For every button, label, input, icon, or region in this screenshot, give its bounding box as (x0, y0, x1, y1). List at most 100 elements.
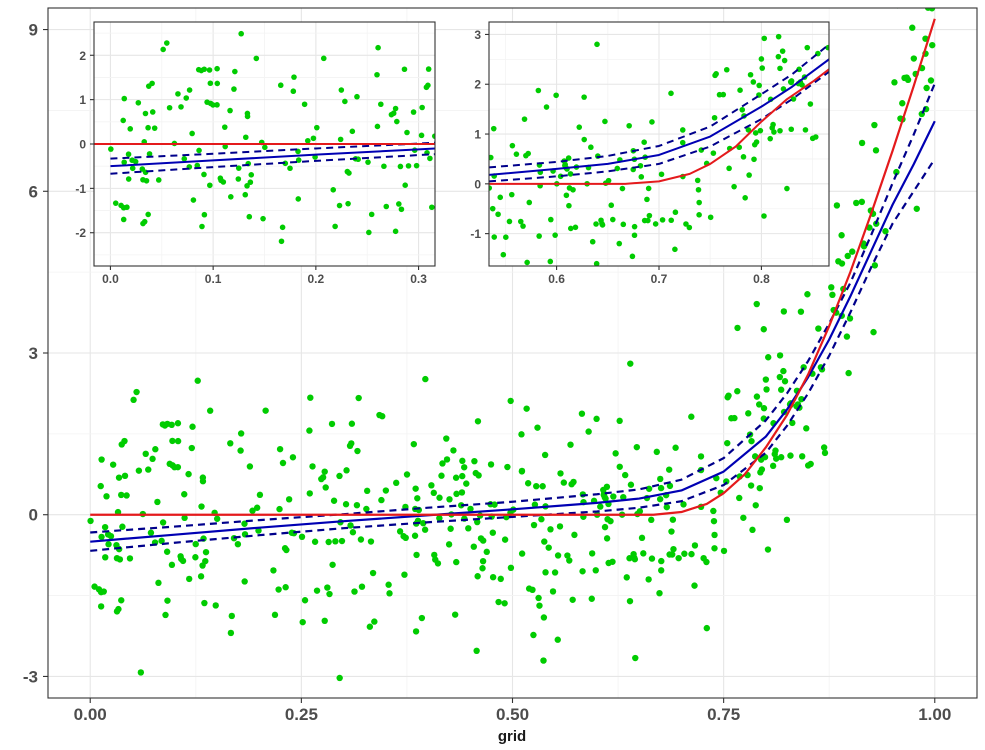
scatter-point (828, 284, 835, 291)
scatter-point (489, 185, 493, 191)
scatter-point (592, 567, 599, 574)
scatter-point (113, 608, 121, 615)
plot-content (87, 8, 936, 682)
scatter-point (540, 657, 547, 664)
scatter-point (603, 535, 611, 542)
scatter-point (330, 187, 337, 193)
scatter-point (644, 196, 650, 203)
scatter-point (120, 216, 127, 223)
scatter-point (500, 251, 507, 258)
scatter-point (798, 395, 805, 403)
scatter-point (776, 373, 784, 381)
scatter-point (453, 490, 460, 498)
scatter-point (821, 449, 829, 457)
scatter-point (802, 127, 809, 133)
scatter-point (657, 475, 664, 483)
scatter-point (697, 453, 705, 460)
scatter-point (760, 405, 768, 412)
scatter-point (313, 587, 321, 594)
scatter-point (530, 521, 538, 529)
scatter-point (358, 583, 366, 590)
scatter-point (227, 629, 235, 637)
scatter-point (420, 519, 427, 527)
y-tick-label: -3 (23, 667, 38, 686)
scatter-point (928, 8, 936, 12)
scatter-point (746, 172, 752, 178)
scatter-point (353, 501, 361, 509)
scatter-point (307, 394, 314, 401)
scatter-point (213, 515, 221, 522)
scatter-point (648, 516, 655, 524)
scatter-point (443, 456, 451, 463)
scatter-point (734, 388, 741, 395)
scatter-point (262, 407, 269, 414)
x-tick-label: 0.50 (496, 705, 529, 724)
scatter-point (149, 109, 156, 115)
scatter-point (336, 202, 343, 209)
scatter-point (756, 401, 763, 408)
scatter-point (197, 573, 205, 580)
scatter-point (201, 599, 208, 607)
scatter-point (788, 126, 795, 133)
scatter-point (508, 191, 515, 198)
scatter-point (540, 614, 548, 621)
scatter-point (525, 585, 533, 592)
scatter-point (237, 430, 245, 437)
scatter-point (115, 474, 123, 481)
scatter-point (838, 260, 846, 267)
scatter-point (154, 498, 161, 506)
scatter-point (576, 124, 583, 130)
scatter-point (227, 107, 233, 114)
y-tick-label: 6 (29, 182, 38, 201)
scatter-point (474, 518, 481, 526)
scatter-point (349, 529, 357, 536)
scatter-point (181, 491, 188, 498)
scatter-point (565, 155, 572, 161)
scatter-point (487, 461, 495, 468)
scatter-point (365, 159, 371, 165)
scatter-point (645, 485, 653, 492)
lower-band-line (90, 158, 936, 552)
scatter-point (287, 165, 293, 172)
scatter-point (620, 221, 627, 228)
scatter-point (629, 253, 636, 260)
scatter-point (95, 586, 103, 593)
scatter-point (474, 418, 482, 425)
scatter-point (118, 597, 125, 604)
scatter-point (545, 544, 552, 551)
scatter-point (533, 482, 540, 490)
scatter-point (740, 154, 747, 160)
scatter-point (638, 534, 646, 542)
scatter-point (244, 183, 250, 189)
scatter-point (101, 523, 109, 531)
scatter-point (177, 555, 185, 563)
scatter-point (443, 435, 450, 442)
scatter-point (471, 457, 478, 465)
scatter-point (518, 467, 526, 475)
scatter-point (418, 614, 426, 622)
scatter-point (571, 531, 578, 539)
scatter-point (691, 542, 699, 549)
scatter-point (588, 550, 596, 557)
scatter-point (530, 631, 537, 639)
scatter-point (758, 56, 765, 62)
scatter-point (301, 597, 309, 604)
scatter-point (775, 53, 782, 60)
scatter-point (666, 482, 674, 490)
scatter-point (402, 534, 409, 541)
scatter-point (142, 110, 149, 117)
scatter-point (513, 151, 520, 157)
scatter-point (204, 99, 210, 105)
scatter-point (752, 130, 759, 136)
scatter-point (777, 65, 783, 72)
scatter-point (452, 474, 460, 481)
scatter-point (497, 575, 504, 583)
scatter-point (314, 124, 320, 131)
scatter-point (608, 202, 615, 209)
scatter-point (349, 128, 356, 135)
estimate-line (90, 120, 936, 543)
scatter-point (710, 150, 717, 156)
scatter-point (168, 421, 175, 428)
scatter-point (748, 437, 755, 445)
scatter-point (745, 410, 752, 417)
